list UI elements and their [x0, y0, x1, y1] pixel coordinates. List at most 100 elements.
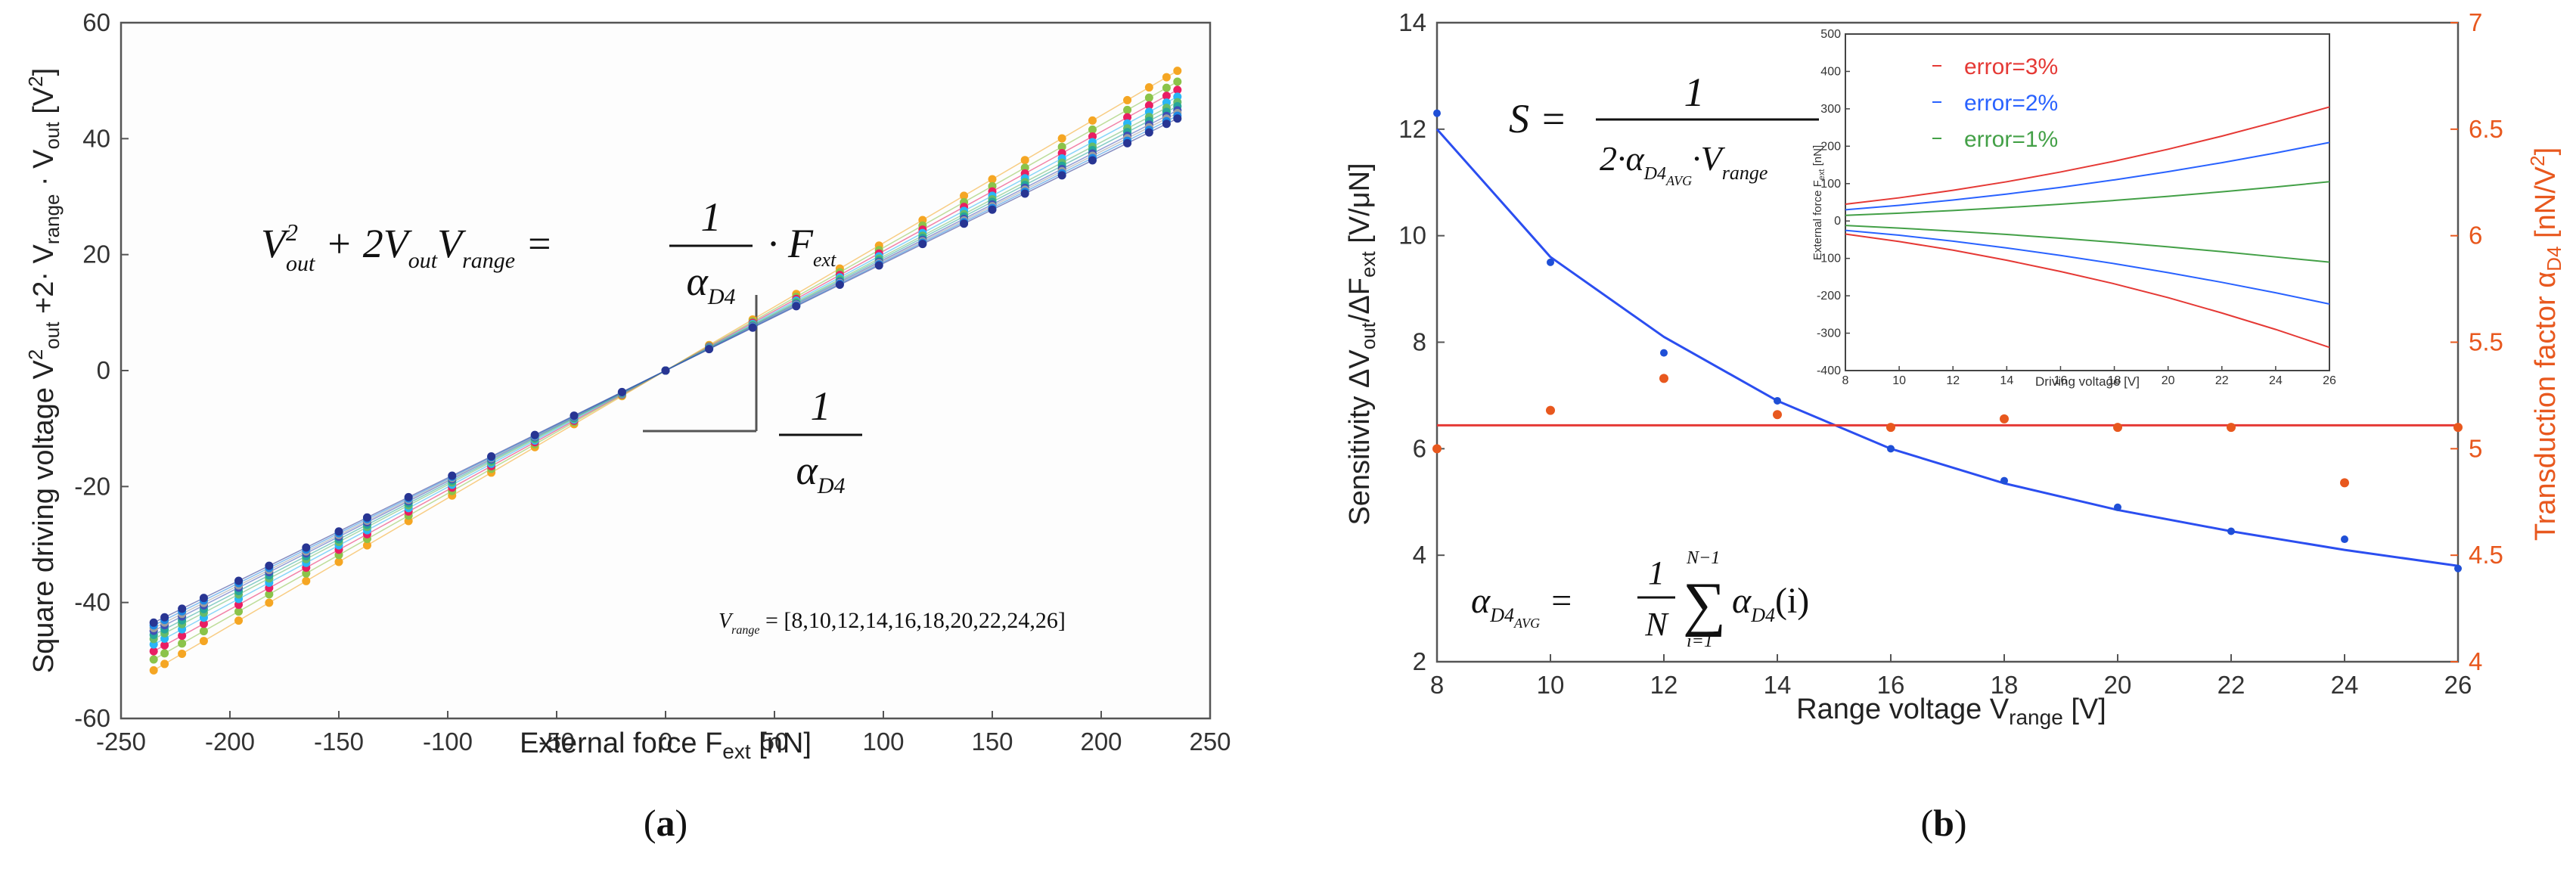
y-tick-label: 40 — [82, 124, 110, 152]
data-point — [302, 543, 311, 552]
sensitivity-point — [1887, 445, 1895, 453]
data-point — [1173, 67, 1182, 76]
y-tick-label-left: 10 — [1398, 222, 1426, 250]
data-point — [487, 451, 496, 461]
panel-b-xlabel: Range voltage Vrange [V] — [1796, 693, 2106, 729]
data-point — [334, 527, 343, 536]
transduction-point — [2340, 478, 2349, 488]
x-tick-label: 100 — [862, 728, 904, 756]
data-point — [160, 649, 169, 658]
data-point — [1020, 189, 1029, 198]
svg-text:1: 1 — [1648, 554, 1665, 591]
sensitivity-point — [2114, 503, 2121, 511]
data-point — [362, 541, 371, 550]
x-tick-label: 10 — [1537, 671, 1565, 699]
data-point — [1162, 73, 1171, 82]
x-tick-label: 20 — [2104, 671, 2132, 699]
data-point — [199, 594, 208, 603]
data-point — [178, 604, 187, 613]
inset-ticks: 8 10 12 14 16 18 20 22 24 26 -400 -300 -200 -100 0 100 2… — [1817, 28, 2336, 387]
x-tick-label: 14 — [1764, 671, 1792, 699]
y-tick-label: 20 — [82, 240, 110, 268]
inset-y-tick-label: 200 — [1820, 140, 1841, 153]
svg-text:N−1: N−1 — [1686, 548, 1720, 568]
y-tick-label-left: 6 — [1413, 434, 1426, 462]
svg-text:S =: S = — [1509, 96, 1567, 141]
y-tick-label-right: 5 — [2469, 434, 2482, 462]
data-point — [835, 281, 844, 290]
svg-text:1: 1 — [811, 383, 831, 429]
svg-text:1: 1 — [701, 194, 722, 240]
data-point — [1057, 171, 1066, 180]
data-point — [265, 590, 274, 599]
transduction-point — [1432, 444, 1442, 454]
data-point — [960, 191, 969, 200]
y-tick-label: 0 — [97, 356, 110, 384]
data-point — [1057, 134, 1066, 143]
sensitivity-point — [2227, 527, 2235, 535]
svg-text:1: 1 — [1684, 70, 1705, 115]
inset-bound-upper — [1845, 106, 2330, 205]
data-point — [234, 607, 244, 616]
panel-b: 8 10 12 14 16 18 20 22 24 26246810121444.555.566.… — [1344, 8, 2565, 844]
data-point — [149, 618, 158, 627]
data-point — [792, 302, 801, 311]
panel-a-ylabel: Square driving voltage V2out +2· Vrange … — [24, 68, 64, 673]
data-point — [988, 175, 997, 184]
data-point — [302, 576, 311, 585]
panel-a-points — [149, 67, 1182, 675]
data-point — [1020, 156, 1029, 165]
transduction-point — [2000, 414, 2009, 424]
transduction-point — [2453, 423, 2463, 433]
data-point — [178, 631, 187, 641]
x-tick-label: -50 — [538, 728, 575, 756]
y-tick-label-left: 4 — [1413, 541, 1426, 569]
x-tick-label: 16 — [1877, 671, 1905, 699]
data-point — [178, 639, 187, 648]
y-tick-label-right: 4 — [2469, 647, 2482, 675]
data-point — [661, 366, 670, 375]
inset-y-tick-label: 400 — [1820, 65, 1841, 78]
data-point — [1162, 92, 1171, 101]
y-tick-label: -60 — [74, 704, 110, 732]
svg-text:∑: ∑ — [1683, 571, 1726, 638]
panel-a-vrange-set: Vrange = [8,10,12,14,16,18,20,22,24,26] — [718, 608, 1066, 637]
data-point — [570, 411, 579, 420]
x-tick-label: 250 — [1189, 728, 1231, 756]
data-point — [874, 261, 883, 270]
x-tick-label: -200 — [205, 728, 255, 756]
panel-a-ticks: -250 -200 -150 -100 -50 0 50 100 150 200 250-60-40… — [74, 8, 1231, 756]
y-tick-label-left: 2 — [1413, 647, 1426, 675]
data-point — [302, 569, 311, 578]
inset-x-tick-label: 12 — [1946, 374, 1960, 387]
y-tick-label-left: 12 — [1398, 115, 1426, 143]
transduction-point — [2113, 423, 2122, 433]
data-point — [1123, 95, 1132, 104]
data-point — [530, 430, 539, 439]
inset-xlabel: Driving voltage [V] — [2035, 374, 2140, 389]
data-point — [1162, 119, 1171, 129]
x-tick-label: 18 — [1991, 671, 2019, 699]
data-point — [1144, 83, 1153, 92]
data-point — [1173, 77, 1182, 86]
data-point — [918, 240, 927, 249]
x-tick-label: -250 — [96, 728, 146, 756]
sensitivity-point — [1547, 258, 1554, 266]
y-tick-label-right: 5.5 — [2469, 328, 2503, 356]
inset-y-tick-label: 0 — [1834, 215, 1841, 228]
x-tick-label: 50 — [761, 728, 789, 756]
data-point — [1088, 156, 1097, 165]
x-tick-label: 26 — [2444, 671, 2472, 699]
data-point — [1088, 116, 1097, 125]
x-tick-label: 22 — [2218, 671, 2245, 699]
inset-y-tick-label: 300 — [1820, 103, 1841, 116]
y-tick-label-left: 14 — [1398, 8, 1426, 36]
panel-b-caption: (b) — [1920, 802, 1966, 844]
inset-bound-upper — [1845, 141, 2330, 211]
data-point — [160, 659, 169, 669]
x-tick-label: -150 — [314, 728, 364, 756]
data-point — [1088, 125, 1097, 134]
inset-y-tick-label: -300 — [1817, 327, 1841, 340]
y-tick-label: 60 — [82, 8, 110, 36]
